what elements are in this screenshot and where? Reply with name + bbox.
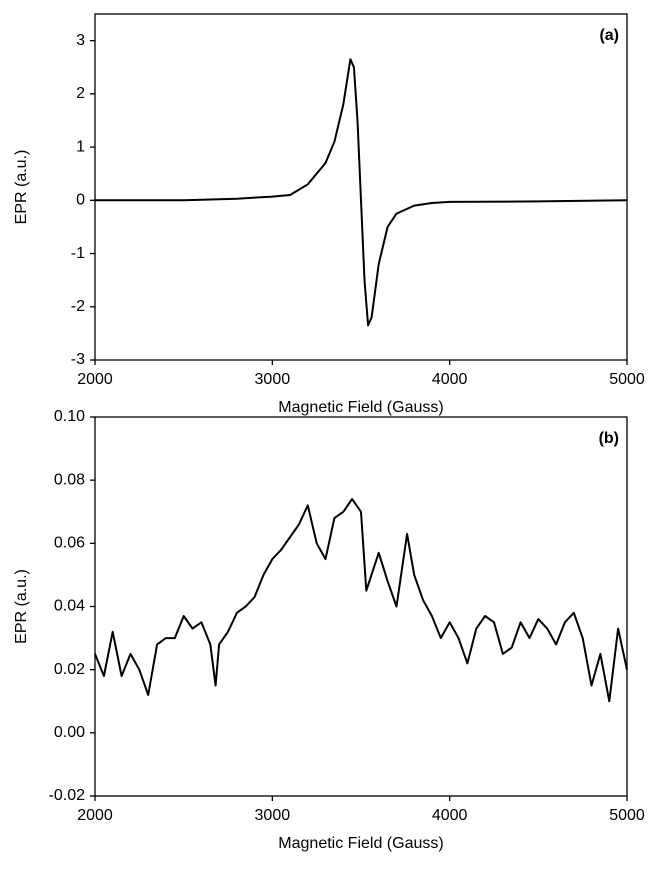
data-line bbox=[95, 58, 628, 327]
y-tick-label: 0 bbox=[76, 192, 85, 209]
y-tick-label: -0.02 bbox=[49, 787, 86, 804]
x-tick-label: 2000 bbox=[77, 371, 113, 388]
y-axis-label: EPR (a.u.) bbox=[13, 150, 30, 225]
y-tick-label: 0.02 bbox=[54, 661, 85, 678]
y-tick-label: 3 bbox=[76, 32, 85, 49]
y-tick-label: -2 bbox=[71, 298, 85, 315]
x-tick-label: 3000 bbox=[255, 807, 291, 824]
y-tick-label: 0.00 bbox=[54, 724, 85, 741]
y-tick-label: 0.06 bbox=[54, 535, 85, 552]
panel-label: (b) bbox=[599, 430, 619, 447]
y-tick-label: 1 bbox=[76, 138, 85, 155]
plot-frame bbox=[94, 416, 628, 797]
panel-label: (a) bbox=[599, 27, 619, 44]
plot-frame bbox=[94, 13, 628, 361]
y-tick-label: 2 bbox=[76, 85, 85, 102]
y-axis-label: EPR (a.u.) bbox=[13, 569, 30, 644]
y-tick-label: 0.04 bbox=[54, 598, 85, 615]
data-line bbox=[94, 498, 628, 703]
x-axis-label: Magnetic Field (Gauss) bbox=[278, 835, 443, 852]
y-tick-label: -3 bbox=[71, 351, 85, 368]
y-tick-label: 0.08 bbox=[54, 471, 85, 488]
x-tick-label: 2000 bbox=[77, 807, 113, 824]
x-tick-label: 4000 bbox=[432, 807, 468, 824]
x-tick-label: 4000 bbox=[432, 371, 468, 388]
y-tick-label: 0.10 bbox=[54, 408, 85, 425]
x-axis-label: Magnetic Field (Gauss) bbox=[278, 399, 443, 416]
y-tick-label: -1 bbox=[71, 245, 85, 262]
x-tick-label: 5000 bbox=[609, 807, 645, 824]
x-tick-label: 3000 bbox=[255, 371, 291, 388]
x-tick-label: 5000 bbox=[609, 371, 645, 388]
